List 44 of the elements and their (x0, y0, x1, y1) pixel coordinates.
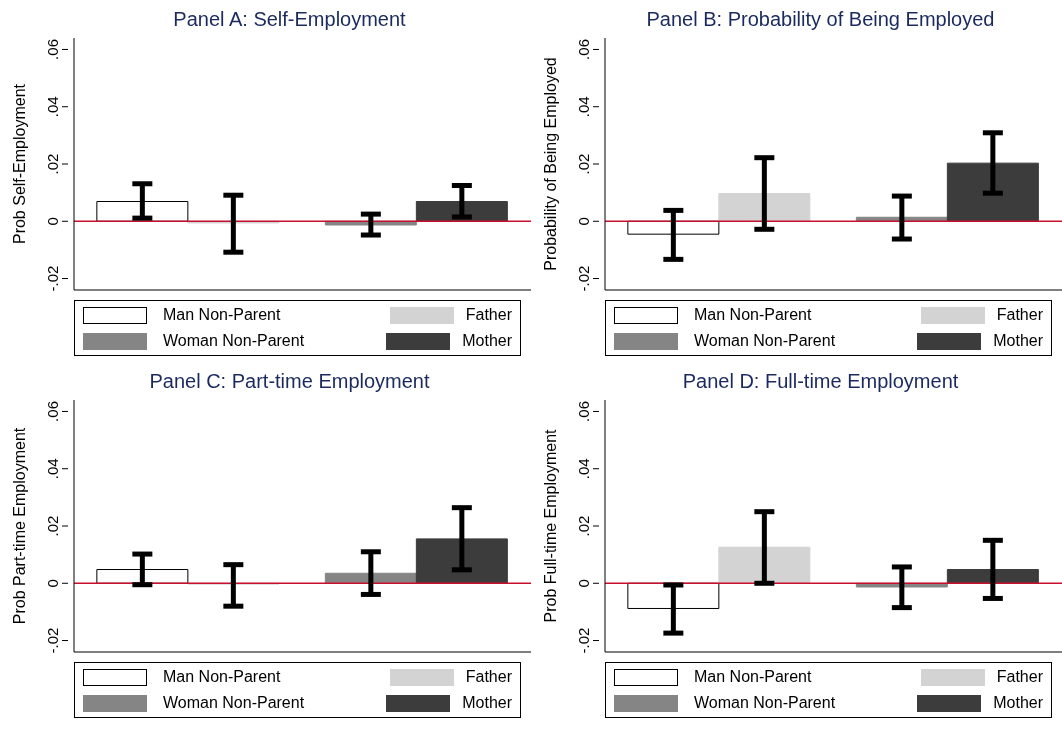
y-tick-label: 0 (575, 579, 592, 588)
y-tick-label: -.02 (575, 627, 592, 654)
legend-label: Man Non-Parent (163, 306, 281, 324)
y-axis-title: Prob Part-time Employment (10, 427, 28, 625)
y-tick-label: 0 (575, 217, 592, 226)
y-tick-label: -.02 (44, 265, 61, 292)
y-tick-label: .06 (44, 39, 61, 60)
legend-label: Father (465, 306, 512, 324)
y-tick-label: 0 (44, 579, 61, 588)
legend-label: Mother (462, 694, 512, 712)
y-tick-label: .02 (575, 515, 592, 537)
y-tick-label: .02 (44, 153, 61, 175)
legend-label: Man Non-Parent (163, 668, 281, 686)
legend-label: Mother (462, 332, 512, 350)
legend-label: Man Non-Parent (694, 668, 812, 686)
y-tick-label: .06 (575, 39, 592, 60)
y-tick-label: .04 (44, 96, 61, 118)
y-tick-label: .04 (575, 458, 592, 480)
legend-label: Father (996, 668, 1043, 686)
legend-label: Father (996, 306, 1043, 324)
y-tick-label: .02 (44, 515, 61, 537)
legend-label: Father (465, 668, 512, 686)
y-tick-label: .06 (575, 401, 592, 422)
y-axis-title: Prob Self-Employment (10, 83, 28, 245)
y-tick-label: -.02 (575, 265, 592, 292)
y-tick-label: -.02 (44, 627, 61, 654)
legend-label: Woman Non-Parent (694, 694, 836, 712)
y-tick-label: .02 (575, 153, 592, 175)
legend-label: Mother (993, 694, 1043, 712)
chart-title: Panel D: Full-time Employment (681, 370, 960, 394)
y-tick-label: 0 (44, 217, 61, 226)
legend-label: Woman Non-Parent (163, 332, 305, 350)
y-tick-label: .04 (575, 96, 592, 118)
chart-title: Panel B: Probability of Being Employed (645, 8, 996, 32)
y-axis-title: Probability of Being Employed (541, 57, 559, 271)
legend-label: Man Non-Parent (694, 306, 812, 324)
legend-label: Woman Non-Parent (163, 694, 305, 712)
chart-title: Panel C: Part-time Employment (148, 370, 431, 394)
chart-title: Panel A: Self-Employment (172, 8, 407, 32)
legend-label: Woman Non-Parent (694, 332, 836, 350)
legend-label: Mother (993, 332, 1043, 350)
y-tick-label: .04 (44, 458, 61, 480)
y-tick-label: .06 (44, 401, 61, 422)
y-axis-title: Prob Full-time Employment (541, 428, 559, 623)
